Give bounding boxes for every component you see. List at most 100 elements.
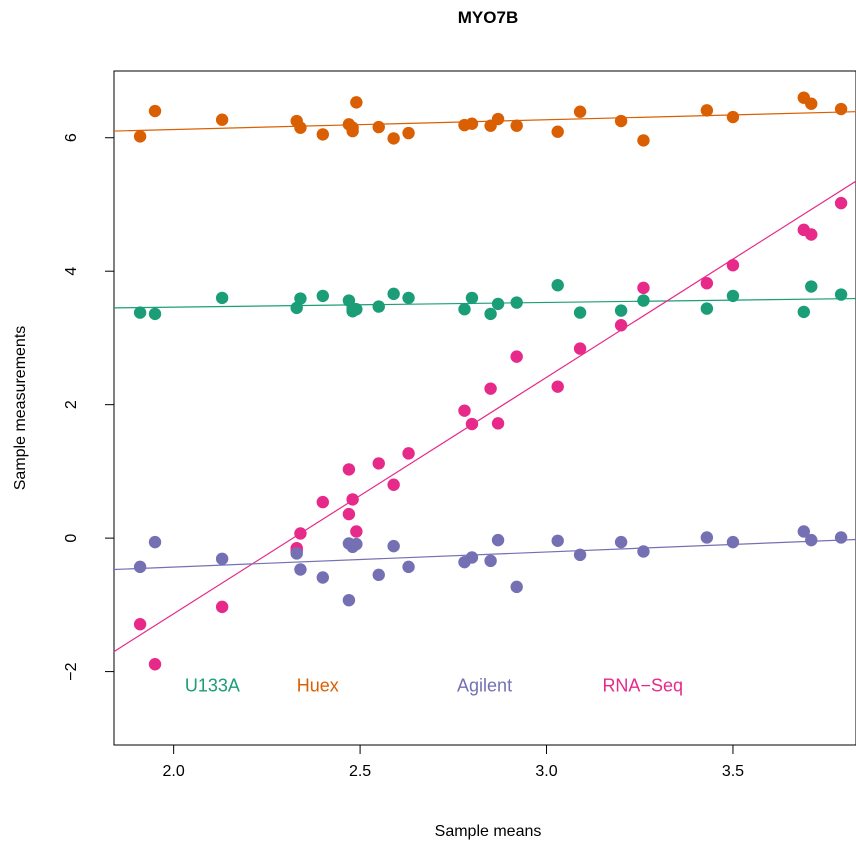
point-rna-seq (573, 342, 587, 355)
point-u133a (465, 291, 479, 305)
point-u133a (346, 302, 359, 315)
point-u133a (805, 280, 818, 293)
y-tick-label: 0 (63, 534, 80, 543)
point-huex (573, 105, 587, 118)
fit-lines (113, 111, 856, 653)
point-rna-seq (458, 404, 471, 417)
legend-label-rna-seq: RNA−Seq (602, 676, 683, 696)
point-huex (551, 125, 564, 138)
point-rna-seq (346, 493, 359, 506)
point-huex (148, 104, 162, 118)
point-u133a (458, 303, 471, 316)
x-tick-label: 2.0 (163, 763, 185, 780)
point-huex (387, 132, 400, 145)
point-huex (834, 102, 848, 116)
point-rna-seq (614, 319, 628, 332)
point-huex (510, 119, 523, 132)
x-tick-label: 2.5 (349, 763, 371, 780)
y-axis-title: Sample measurements (12, 326, 29, 491)
point-rna-seq (316, 495, 330, 509)
y-tick-label: −2 (63, 662, 80, 680)
point-rna-seq (372, 457, 385, 470)
point-u133a (215, 291, 229, 305)
point-agilent (402, 560, 415, 574)
point-u133a (402, 291, 415, 305)
legend-label-huex: Huex (297, 676, 339, 696)
point-rna-seq (805, 228, 818, 241)
point-rna-seq (484, 382, 497, 395)
point-agilent (342, 537, 356, 550)
point-agilent (215, 552, 229, 566)
point-huex (350, 96, 363, 109)
point-rna-seq (700, 277, 714, 290)
point-u133a (510, 296, 523, 309)
point-rna-seq (133, 618, 147, 631)
point-rna-seq (402, 447, 415, 460)
x-axis-title: Sample means (435, 823, 542, 840)
point-rna-seq (387, 478, 400, 491)
point-rna-seq (350, 525, 363, 538)
point-u133a (551, 279, 564, 292)
point-agilent (294, 563, 307, 576)
point-huex (465, 117, 479, 130)
point-u133a (491, 297, 505, 311)
point-agilent (797, 525, 810, 538)
point-agilent (510, 580, 523, 594)
legend-label-u133a: U133A (185, 676, 240, 696)
point-huex (215, 113, 229, 126)
point-u133a (573, 306, 587, 319)
point-u133a (614, 304, 628, 317)
point-huex (491, 112, 505, 126)
x-axis: 2.0 2.5 3.0 3.5 (163, 744, 744, 780)
point-huex (614, 114, 628, 128)
chart-title: MYO7B (458, 8, 518, 27)
point-u133a (834, 288, 848, 301)
point-huex (402, 126, 415, 140)
x-tick-label: 3.5 (722, 763, 744, 780)
point-agilent (484, 554, 497, 568)
point-rna-seq (342, 507, 356, 521)
point-u133a (726, 289, 740, 303)
point-agilent (614, 535, 628, 549)
data-points (133, 91, 848, 671)
point-rna-seq (491, 417, 505, 430)
y-tick-label: 6 (63, 133, 80, 142)
point-rna-seq (726, 258, 740, 272)
point-u133a (133, 306, 147, 319)
point-agilent (551, 534, 564, 547)
point-huex (805, 97, 818, 110)
point-u133a (294, 292, 307, 305)
point-agilent (387, 539, 400, 553)
point-huex (133, 130, 147, 143)
y-tick-label: 2 (63, 400, 80, 409)
point-huex (346, 121, 359, 134)
point-agilent (465, 551, 479, 564)
point-rna-seq (215, 600, 229, 614)
point-u133a (387, 287, 400, 301)
legend-label-agilent: Agilent (457, 676, 512, 696)
point-agilent (573, 548, 587, 562)
point-agilent (491, 533, 505, 547)
point-agilent (342, 593, 356, 607)
plot-frame (113, 70, 856, 746)
y-tick-label: 4 (63, 267, 80, 276)
point-huex (316, 128, 330, 141)
point-u133a (484, 307, 497, 321)
point-u133a (290, 301, 303, 315)
point-rna-seq (465, 417, 479, 431)
point-u133a (372, 300, 385, 313)
point-rna-seq (510, 350, 523, 363)
point-huex (700, 104, 714, 117)
point-agilent (316, 571, 330, 584)
point-rna-seq (148, 658, 162, 671)
point-u133a (700, 302, 714, 315)
y-axis: −2 0 2 4 6 (63, 133, 115, 681)
point-rna-seq (342, 463, 356, 476)
point-huex (372, 120, 385, 134)
point-agilent (148, 535, 162, 549)
point-u133a (797, 305, 810, 319)
point-u133a (316, 289, 330, 303)
point-agilent (133, 560, 147, 574)
point-huex (637, 134, 650, 147)
